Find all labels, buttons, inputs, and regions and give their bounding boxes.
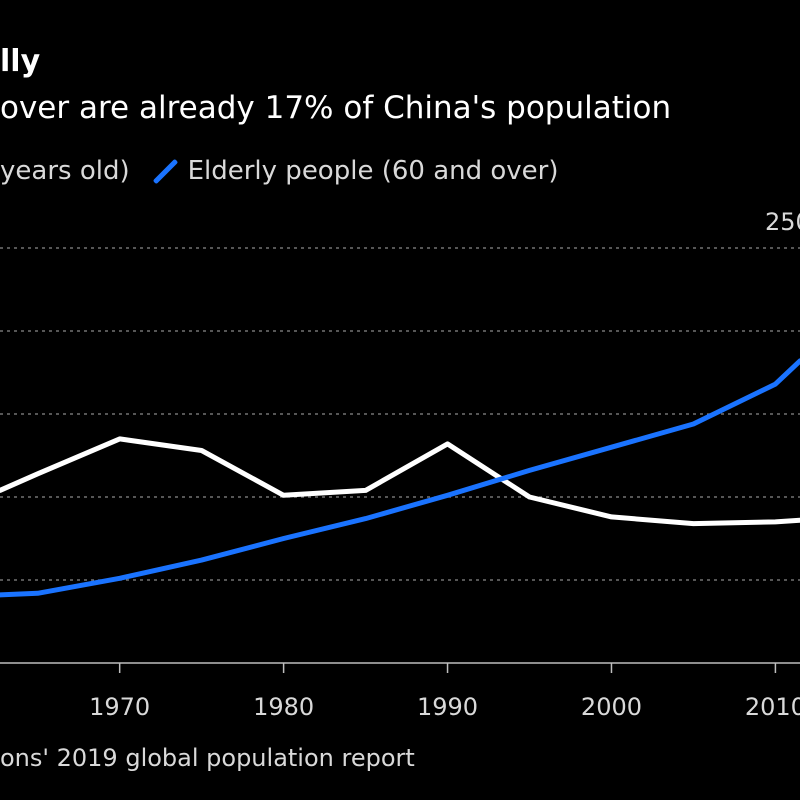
legend: years old) Elderly people (60 and over) [0,156,559,186]
x-tick-label: 1990 [417,693,478,721]
legend-label-elderly: Elderly people (60 and over) [187,156,559,186]
series-line-elderly [0,358,800,598]
source-note: ons' 2019 global population report [0,744,415,772]
legend-item-elderly: Elderly people (60 and over) [152,156,559,186]
chart-title: lly [0,44,41,79]
legend-label-young: years old) [0,156,130,186]
series-line-young [0,436,800,527]
chart-subtitle: over are already 17% of China's populati… [0,90,672,126]
legend-item-young: years old) [0,156,130,186]
y-tick-label: 250 [765,208,800,236]
x-tick-label: 2000 [581,693,642,721]
x-tick-label: 2010 [745,693,800,721]
x-tick-label: 1970 [89,693,150,721]
x-tick-label: 1980 [253,693,314,721]
